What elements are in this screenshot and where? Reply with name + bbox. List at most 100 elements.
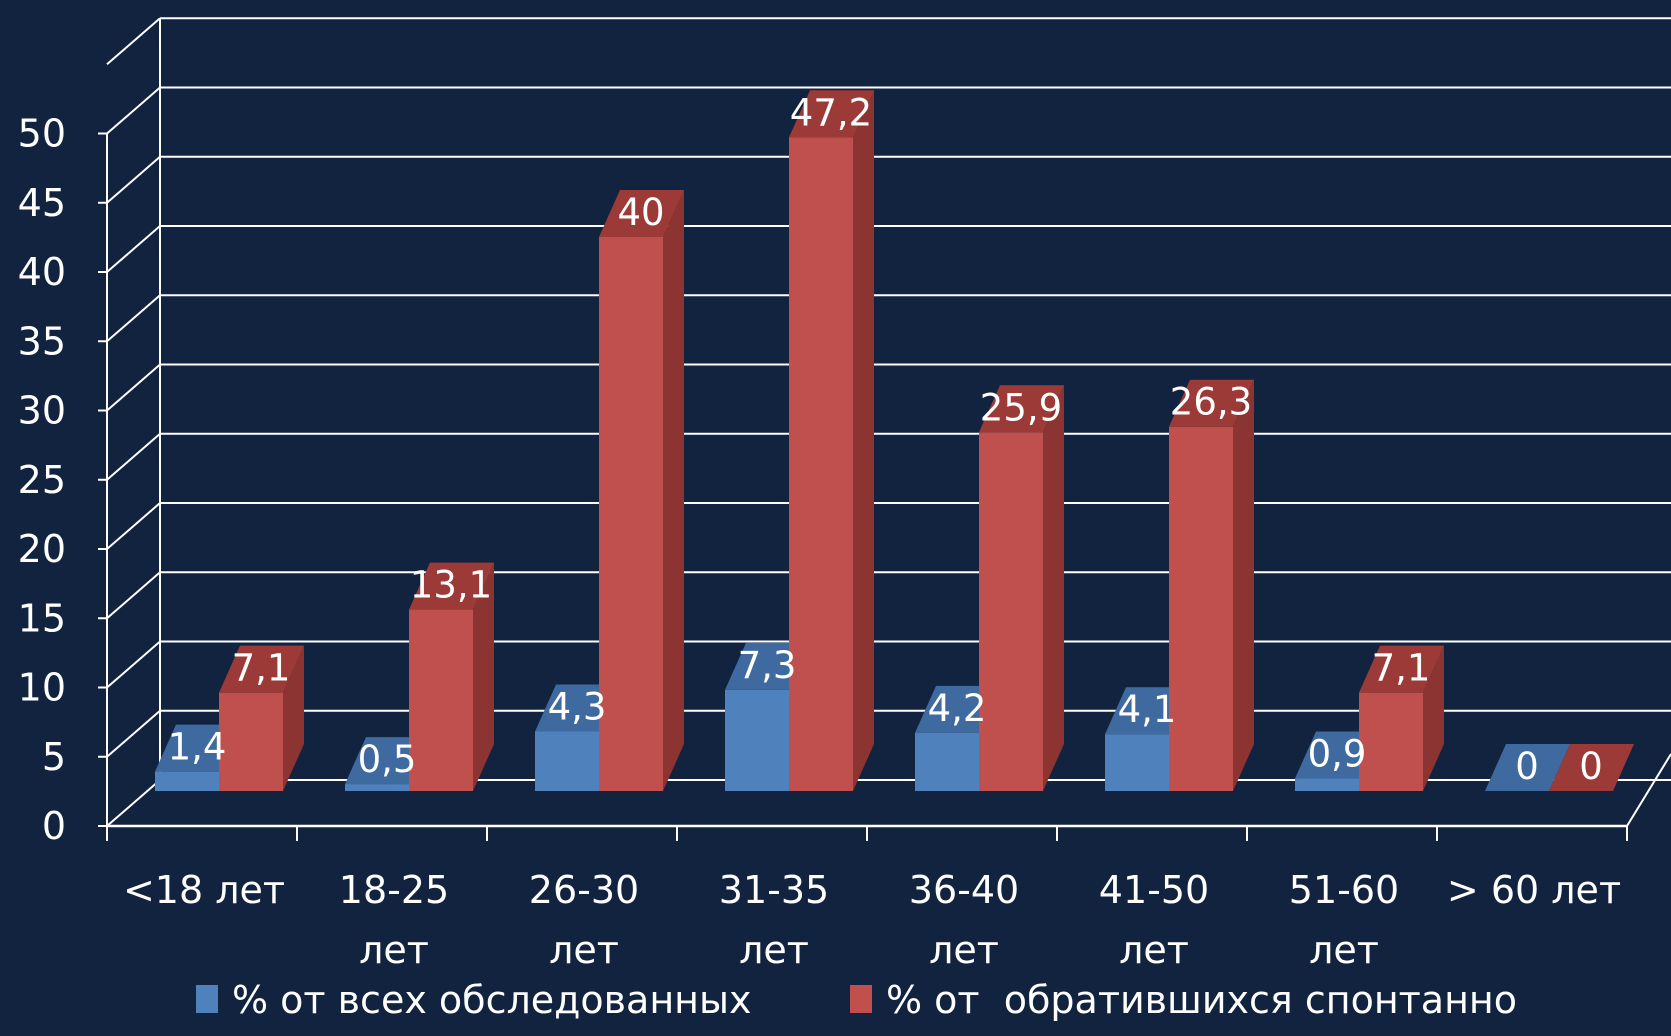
data-label-series-2: 47,2 [790,91,872,134]
bar-front [599,237,663,791]
y-tick-label: 50 [18,112,66,156]
bar-top [219,645,304,693]
bar-top [155,724,240,772]
data-label-series-1: 0,5 [358,738,417,781]
bar-front [219,692,283,791]
floor-back-edge [106,779,1671,827]
wall-gridline [106,86,161,135]
y-tick-label: 20 [18,527,66,571]
bar-top [1169,379,1254,427]
bar-series-2 [409,562,494,791]
wall-gridline [106,709,161,758]
data-label-series-2: 7,1 [1372,647,1431,690]
bar-top [789,90,874,138]
data-label-series-2: 13,1 [410,564,492,607]
bar-side [1423,645,1444,791]
bar-front [155,771,219,791]
x-tick-label: лет [929,928,999,972]
bar-front [1169,426,1233,791]
bar-front [345,784,409,791]
legend: % от всех обследованных % от обратившихся… [196,978,1517,1022]
bar-series-2 [789,90,874,791]
bars [155,90,1634,791]
x-tick-label: лет [549,928,619,972]
data-label-series-2: 40 [617,191,664,234]
bar-top [345,737,430,785]
wall-gridline [106,502,161,550]
bar-front [535,731,599,791]
bar-series-1 [915,685,1000,791]
wall-gridline [106,225,161,273]
x-tick-label: <18 лет [123,868,285,912]
bar-series-2 [1359,645,1444,791]
bar-series-2 [599,190,684,791]
x-tick-label: 36-40 [909,868,1019,912]
bar-front [1359,692,1423,791]
bar-front [915,732,979,791]
x-tick-label: 26-30 [529,868,639,912]
x-tick-label: лет [359,928,429,972]
data-label-series-2: 26,3 [1170,381,1252,424]
bar-top [979,385,1064,433]
bar-front [409,609,473,791]
bar-front [789,137,853,791]
chart-walls [106,18,161,826]
data-label-series-1: 4,1 [1118,688,1177,731]
wall-gridline [106,155,161,204]
wall-gridline [106,640,161,689]
bar-front [1105,734,1169,791]
bar-front [979,432,1043,791]
bar-side [853,90,874,791]
wall-gridline [106,17,161,66]
x-tick-label: 41-50 [1099,868,1209,912]
legend-label: % от обратившихся спонтанно [886,978,1517,1022]
y-axis: 0 5 10 15 20 25 30 35 40 45 50 [18,112,107,848]
bar-top [1295,731,1380,779]
data-label-series-1: 0 [1515,745,1539,788]
x-tick-label: лет [1119,928,1189,972]
x-tick-label: 18-25 [339,868,449,912]
x-axis: <18 лет 18-25 лет 26-30 лет 31-35 лет 36-40 лет 4… [106,824,1628,972]
wall-gridline [106,571,161,620]
wall-gridline [106,294,161,343]
y-tick-label: 45 [18,181,66,225]
legend-label: % от всех обследованных [232,978,752,1022]
bar-top [725,642,810,690]
x-tick-label: > 60 лет [1447,868,1621,912]
bar-side [1233,379,1254,791]
wall-gridline [106,432,161,481]
y-tick-label: 10 [18,666,66,710]
y-tick-label: 25 [18,458,66,502]
bar-series-2 [1169,379,1254,791]
floor-right-edge [1626,753,1671,827]
bar-side [1043,385,1064,791]
legend-item-series-1: % от всех обследованных [196,978,752,1022]
bar-front [1295,778,1359,791]
x-tick-label: 51-60 [1289,868,1399,912]
wall-gridline [106,363,161,412]
x-tick-label: лет [1309,928,1379,972]
bar-series-2 [1549,744,1634,791]
bar-series-2 [219,645,304,791]
data-label-series-1: 0,9 [1308,733,1367,776]
y-tick-label: 0 [42,804,66,848]
bar-side [283,645,304,791]
y-tick-label: 40 [18,250,66,294]
y-tick-label: 15 [18,596,66,640]
bar-top [1359,645,1444,693]
bar-series-2 [979,385,1064,791]
x-tick-label: лет [739,928,809,972]
bar-top [599,190,684,237]
bar-series-1 [155,724,240,791]
bar-top [1485,744,1570,791]
data-label-series-2: 7,1 [232,647,291,690]
data-label-series-1: 4,3 [548,685,607,728]
data-label-series-1: 1,4 [168,726,227,769]
y-tick-label: 35 [18,319,66,363]
legend-swatch [196,985,218,1013]
x-tick-label: 31-35 [719,868,829,912]
data-label-series-2: 0 [1579,745,1603,788]
bar-side [473,562,494,791]
